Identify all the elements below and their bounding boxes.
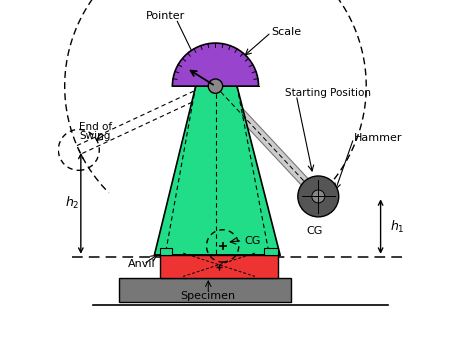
Text: Anvil: Anvil [128, 259, 155, 269]
Text: Scale: Scale [271, 27, 301, 37]
Polygon shape [118, 278, 291, 302]
Text: Hammer: Hammer [354, 133, 402, 143]
Text: Starting Position: Starting Position [285, 88, 372, 98]
Text: Pointer: Pointer [146, 11, 185, 21]
Text: $h_1$: $h_1$ [390, 219, 404, 235]
Polygon shape [155, 86, 280, 255]
Circle shape [298, 176, 339, 217]
Polygon shape [160, 255, 278, 278]
Text: CG: CG [244, 236, 261, 246]
Circle shape [208, 79, 223, 93]
Polygon shape [160, 248, 173, 255]
Wedge shape [173, 43, 258, 86]
Polygon shape [212, 83, 322, 200]
Text: Specimen: Specimen [181, 291, 236, 301]
Text: $h_2$: $h_2$ [64, 195, 79, 211]
Polygon shape [264, 248, 278, 255]
Text: End of: End of [79, 122, 112, 132]
Text: CG: CG [307, 226, 323, 236]
Circle shape [312, 190, 325, 203]
Text: Swing: Swing [80, 131, 111, 141]
